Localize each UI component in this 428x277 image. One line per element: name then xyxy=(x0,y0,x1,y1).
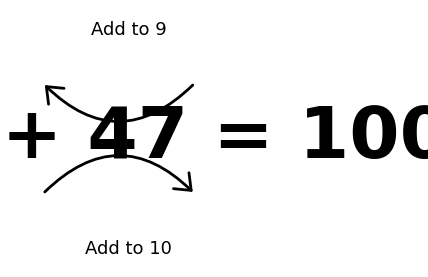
Text: 53 + 47 = 100: 53 + 47 = 100 xyxy=(0,104,428,173)
FancyArrowPatch shape xyxy=(45,155,191,192)
Text: Add to 9: Add to 9 xyxy=(91,22,166,39)
Text: Add to 10: Add to 10 xyxy=(85,240,172,258)
FancyArrowPatch shape xyxy=(46,85,193,122)
